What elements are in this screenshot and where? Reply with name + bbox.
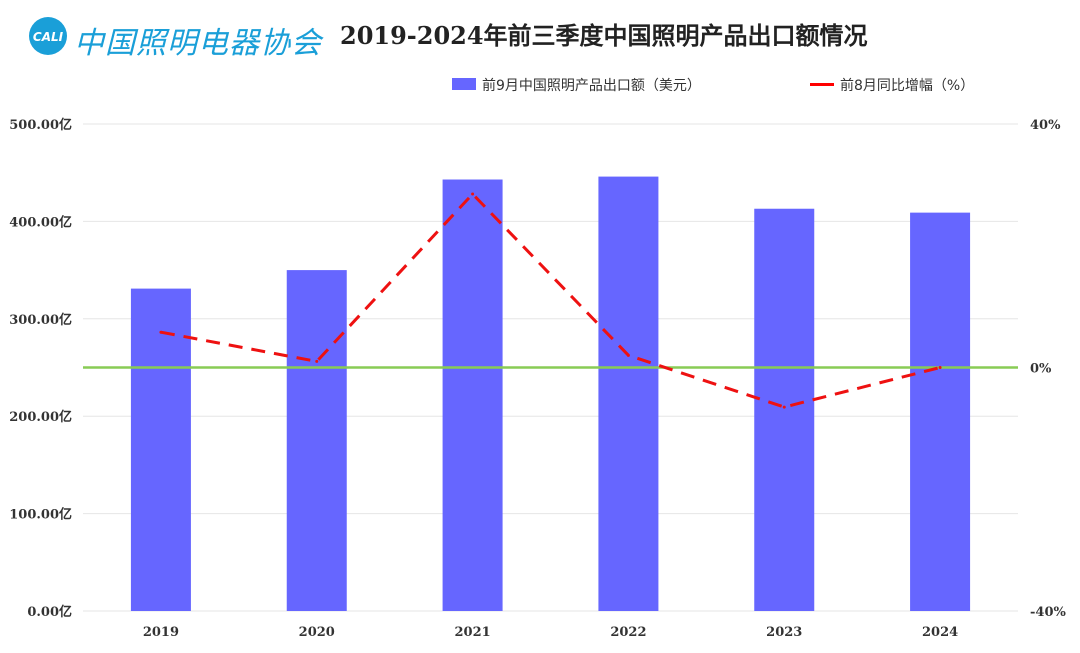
x-tick-label: 2023 (766, 625, 802, 640)
y-left-tick-label: 500.00亿 (9, 117, 72, 133)
bar-2021 (442, 179, 503, 611)
logo: CALI 中国照明电器协会 (28, 14, 321, 61)
line-point-2019 (159, 330, 163, 334)
y-axis-right: -40% 0% 40% (1030, 118, 1066, 620)
x-tick-label: 2020 (299, 625, 335, 640)
line-point-2021 (471, 192, 475, 196)
legend-label-bar: 前9月中国照明产品出口额（美元） (482, 78, 701, 94)
line-point-2023 (782, 405, 786, 409)
y-left-tick-label: 400.00亿 (9, 214, 72, 230)
x-tick-label: 2024 (922, 625, 958, 640)
grid-lines (83, 123, 1018, 612)
logo-text: 中国照明电器协会 (74, 26, 322, 61)
y-right-tick-label: 40% (1030, 118, 1061, 133)
line-point-2024 (938, 366, 942, 369)
y-right-tick-label: -40% (1030, 605, 1066, 620)
bar-2023 (754, 208, 815, 611)
y-left-tick-label: 0.00亿 (27, 604, 72, 620)
bar-2022 (598, 176, 659, 611)
line-point-2022 (626, 353, 630, 357)
line-point-2020 (315, 359, 319, 363)
chart-title: 2019-2024年前三季度中国照明产品出口额情况 (340, 21, 868, 50)
y-left-tick-label: 300.00亿 (9, 312, 72, 328)
bar-2024 (910, 212, 971, 611)
x-tick-label: 2021 (454, 625, 490, 640)
x-axis: 2019 2020 2021 2022 2023 2024 (143, 625, 958, 640)
bars (130, 176, 971, 611)
logo-badge-text: CALI (33, 30, 64, 44)
line-series (159, 191, 942, 409)
y-left-tick-label: 100.00亿 (9, 507, 72, 523)
x-tick-label: 2022 (610, 625, 646, 640)
y-right-tick-label: 0% (1030, 362, 1052, 377)
bar-2019 (130, 288, 191, 611)
x-tick-label: 2019 (143, 625, 179, 640)
legend-label-line: 前8月同比增幅（%） (840, 78, 975, 94)
y-left-tick-label: 200.00亿 (9, 409, 72, 425)
y-axis-left: 0.00亿 100.00亿 200.00亿 300.00亿 400.00亿 500.00亿 (9, 117, 72, 620)
legend-swatch-bar (452, 78, 476, 90)
legend-swatch-line (810, 83, 834, 86)
bar-2020 (286, 270, 347, 611)
logo-badge-icon: CALI (29, 17, 67, 55)
line-series-path (160, 191, 941, 409)
